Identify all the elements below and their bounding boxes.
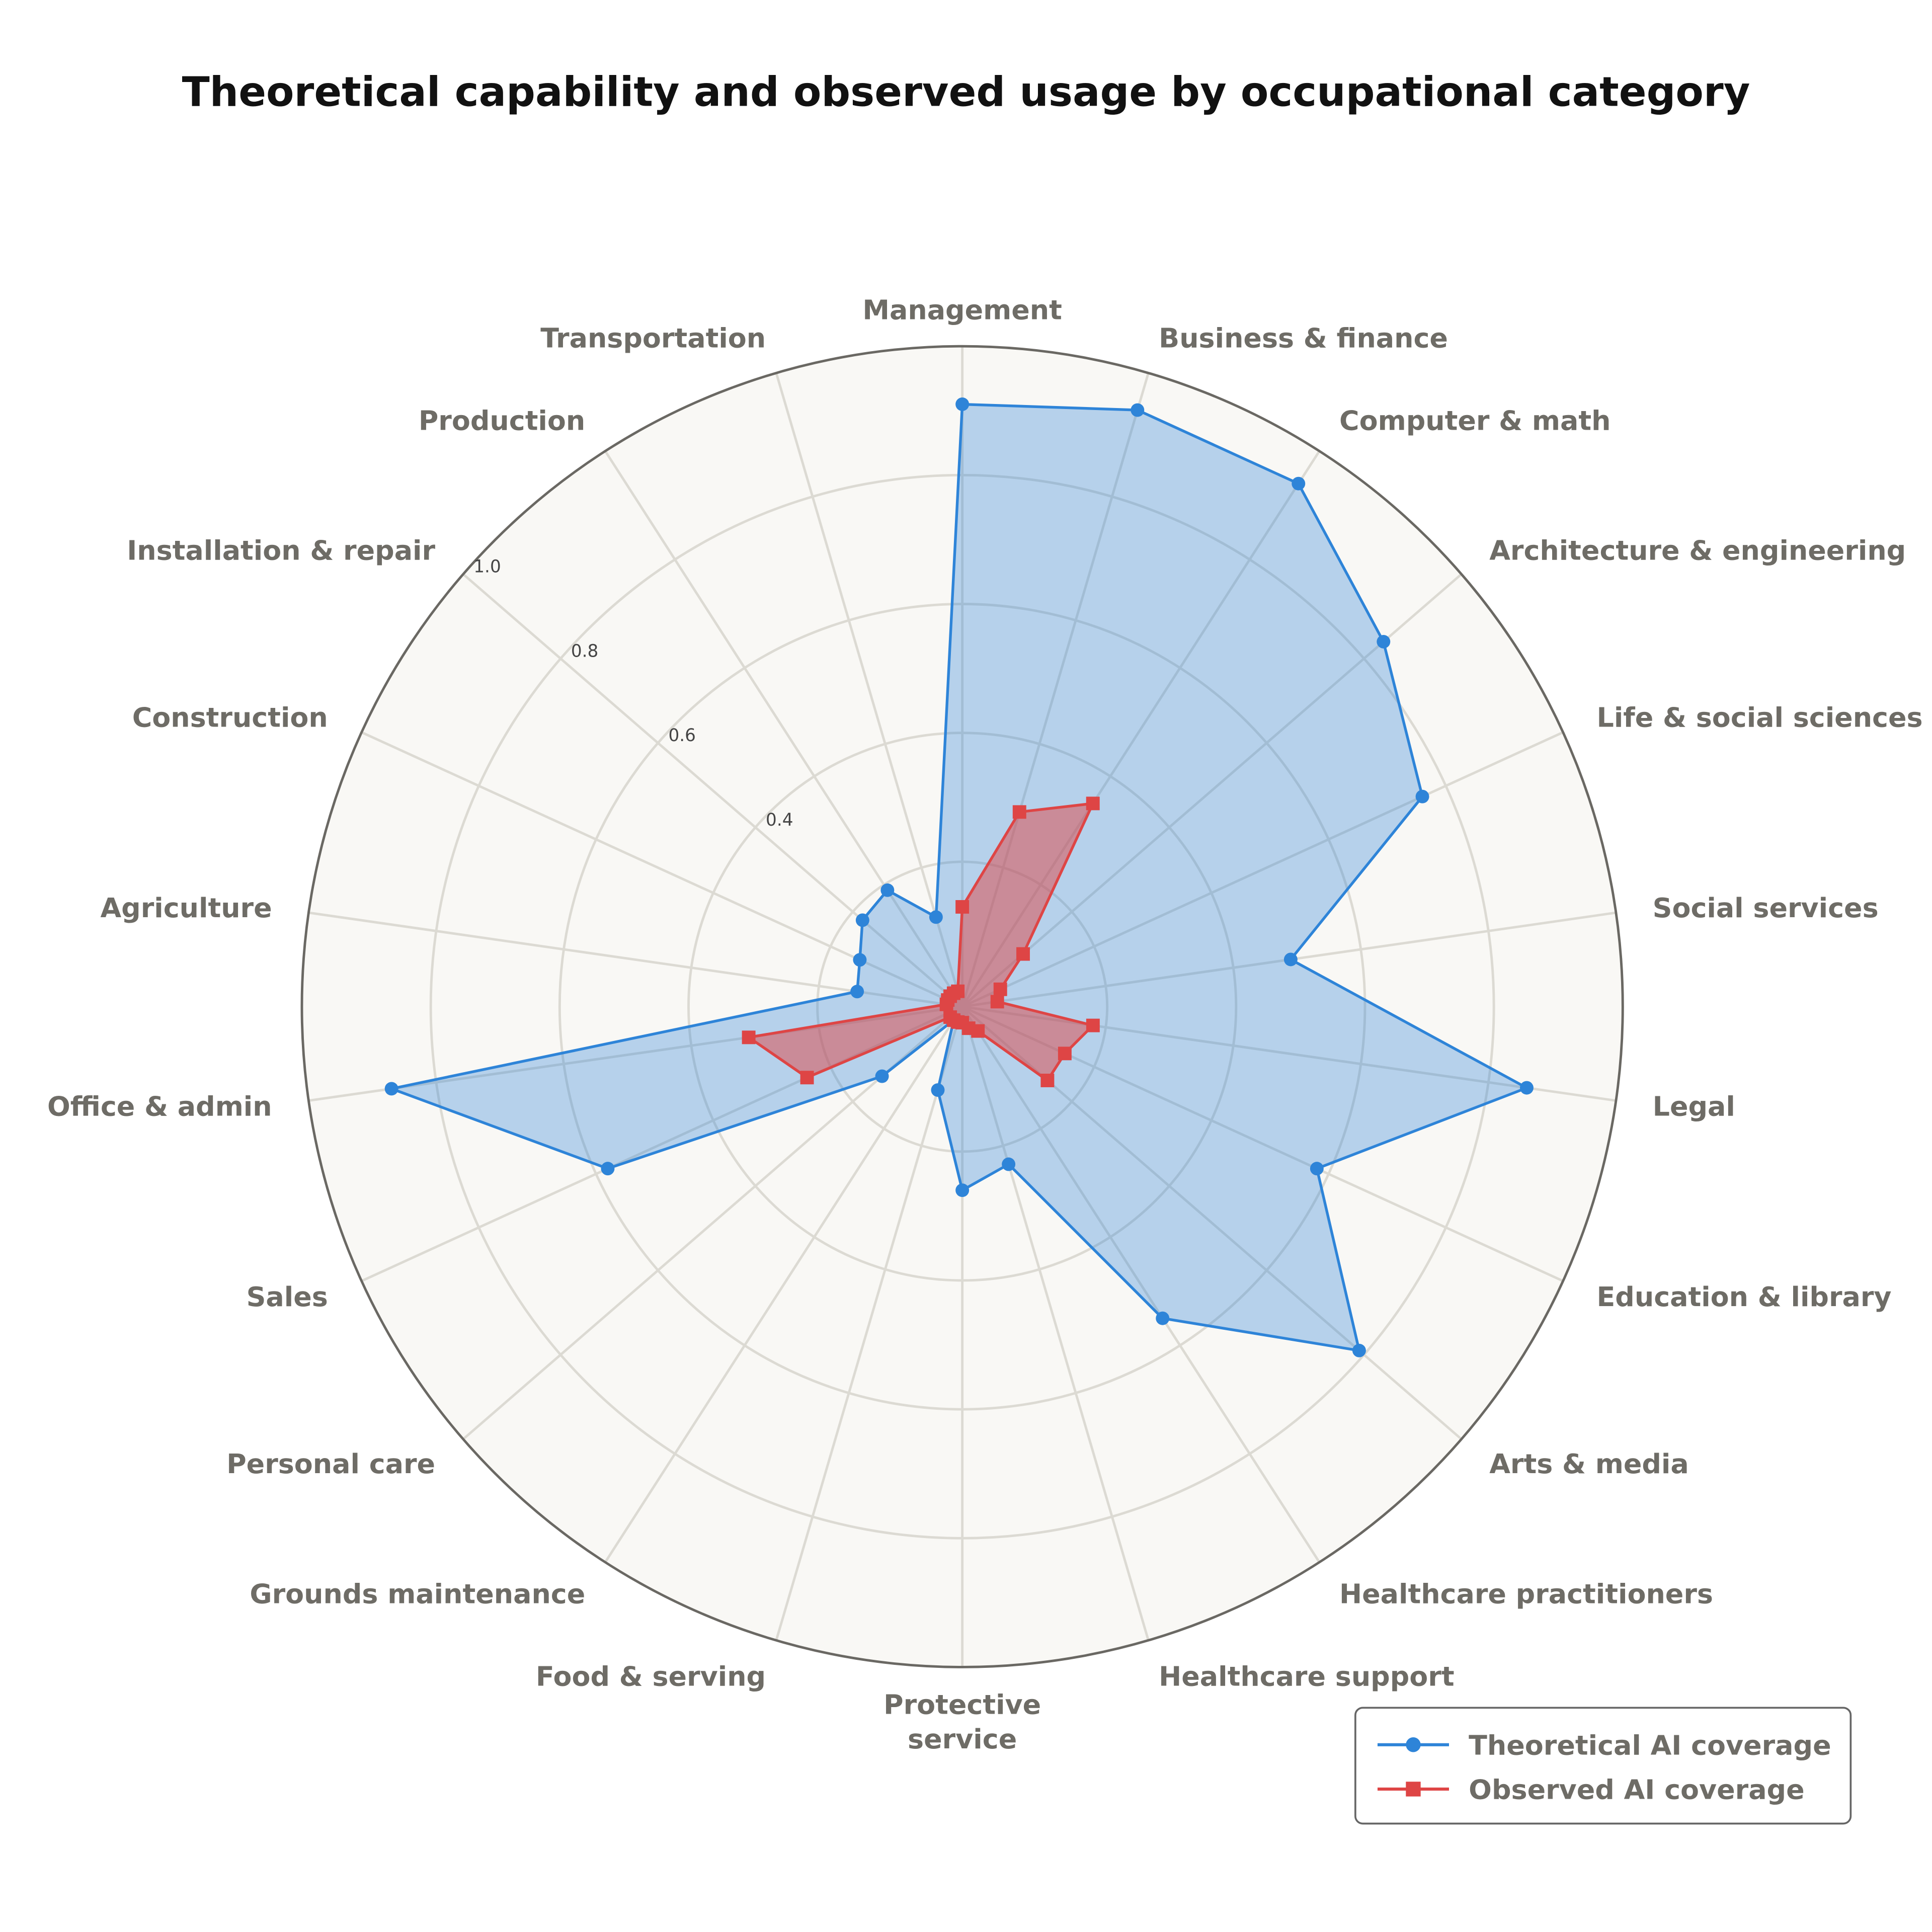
category-label: Life & social sciences <box>1597 702 1923 734</box>
radial-tick-label: 1.0 <box>473 557 501 577</box>
radial-tick-label: 0.6 <box>668 726 695 746</box>
category-label: Legal <box>1653 1091 1735 1122</box>
grid-spoke <box>775 372 964 1007</box>
category-label: Installation & repair <box>127 535 435 567</box>
grid-spoke <box>961 731 1564 1008</box>
data-point-theoretical <box>1377 634 1391 649</box>
category-label: Healthcare practitioners <box>1339 1578 1713 1609</box>
data-point-observed <box>1086 796 1100 811</box>
radial-tick-label: 0.4 <box>766 810 793 830</box>
category-label: Healthcare support <box>1159 1660 1454 1692</box>
data-point-theoretical <box>1283 952 1298 967</box>
data-point-theoretical <box>1002 1157 1016 1171</box>
chart-title: Theoretical capability and observed usag… <box>182 69 1750 116</box>
legend: Theoretical AI coverage Observed AI cove… <box>1354 1707 1852 1825</box>
category-label: Grounds maintenance <box>250 1578 585 1609</box>
legend-box <box>1354 1707 1852 1825</box>
data-point-theoretical <box>853 953 867 967</box>
series-layer <box>384 397 1534 1357</box>
legend-marker-square-icon <box>1406 1782 1421 1797</box>
data-point-observed <box>951 984 965 998</box>
category-label: Computer & math <box>1339 405 1611 436</box>
data-point-theoretical <box>955 1183 970 1197</box>
legend-label-observed: Observed AI coverage <box>1469 1774 1804 1806</box>
grid-spoke <box>961 1006 1321 1563</box>
data-point-observed <box>955 900 970 914</box>
data-point-observed <box>1012 805 1026 819</box>
radial-tick-label: 0.8 <box>571 641 599 661</box>
data-point-theoretical <box>1292 476 1306 491</box>
category-label: Agriculture <box>100 892 272 924</box>
category-label: Architecture & engineering <box>1489 535 1906 567</box>
data-point-observed <box>1086 1018 1100 1032</box>
data-point-observed <box>993 982 1007 996</box>
outer-ring <box>300 345 1624 1668</box>
data-point-theoretical <box>929 910 943 924</box>
legend-label-theoretical: Theoretical AI coverage <box>1469 1729 1831 1761</box>
data-point-theoretical <box>601 1162 615 1176</box>
grid-spoke <box>961 1006 1150 1641</box>
data-point-observed <box>943 1010 957 1024</box>
category-label: Protective service <box>883 1689 1041 1755</box>
data-point-theoretical <box>1415 789 1429 803</box>
legend-marker-circle-icon <box>1406 1737 1421 1752</box>
data-point-theoretical <box>931 1083 945 1097</box>
category-label: Sales <box>247 1281 328 1313</box>
data-point-theoretical <box>1352 1343 1366 1357</box>
category-labels: Management Business & finance Computer & m… <box>47 294 1923 1755</box>
data-point-theoretical <box>384 1082 398 1096</box>
category-label: Education & library <box>1597 1281 1892 1313</box>
data-point-observed <box>1016 947 1030 961</box>
data-point-observed <box>1058 1046 1072 1061</box>
category-label: Social services <box>1653 892 1879 924</box>
data-point-observed <box>990 995 1004 1009</box>
data-point-theoretical <box>855 913 869 927</box>
grid-spoke <box>604 450 963 1008</box>
data-point-theoretical <box>1310 1162 1324 1176</box>
data-point-theoretical <box>1156 1311 1170 1325</box>
category-label: Construction <box>132 702 328 734</box>
category-label: Office & admin <box>47 1091 272 1122</box>
data-point-theoretical <box>880 883 895 897</box>
grid-spoke <box>604 1006 963 1563</box>
data-point-theoretical <box>955 397 970 411</box>
data-point-observed <box>1040 1074 1055 1087</box>
category-label: Arts & media <box>1489 1448 1689 1480</box>
category-label: Food & serving <box>536 1660 766 1692</box>
grid-spoke <box>462 573 963 1008</box>
category-label: Business & finance <box>1159 322 1448 354</box>
data-point-theoretical <box>1519 1081 1534 1095</box>
category-label: Management <box>862 294 1062 326</box>
radial-tick-labels: 0.4 0.6 0.8 1.0 <box>473 557 793 830</box>
category-label: Production <box>419 405 585 436</box>
category-label: Personal care <box>226 1448 435 1480</box>
data-point-observed <box>800 1071 814 1085</box>
grid-spoke <box>961 573 1463 1008</box>
data-point-theoretical <box>1131 403 1145 417</box>
data-point-theoretical <box>850 985 864 999</box>
data-point-theoretical <box>875 1069 889 1083</box>
grid-spoke <box>775 1006 964 1641</box>
data-point-observed <box>742 1030 756 1044</box>
category-label: Transportation <box>540 322 766 354</box>
